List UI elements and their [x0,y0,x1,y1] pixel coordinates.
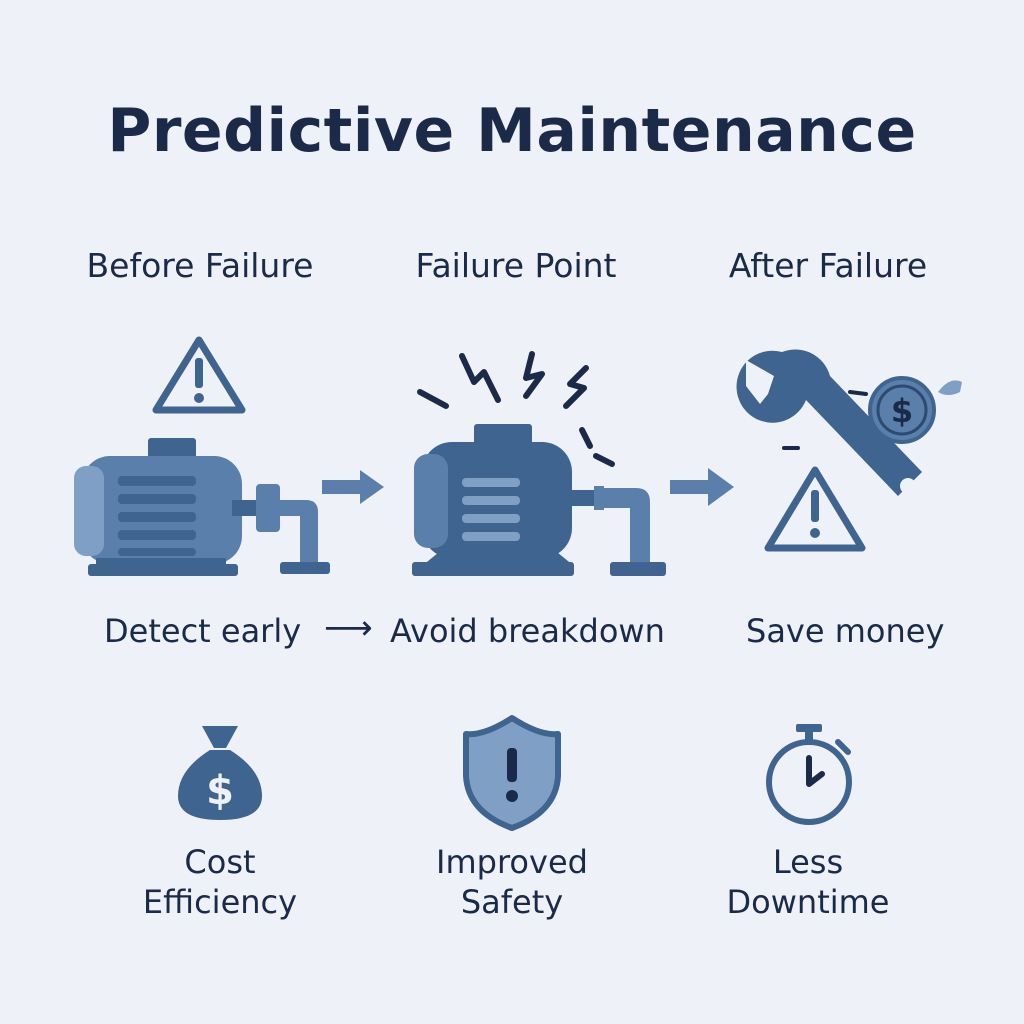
money-bag-icon: $ [178,726,262,820]
stage-label-after-failure: After Failure [728,246,928,285]
benefit-line: Safety [460,883,564,921]
benefit-line: Improved [436,843,588,881]
stage-label-failure-point: Failure Point [415,246,617,285]
wrench-icon [736,349,922,496]
dollar-coin-icon: $ [782,376,962,450]
benefit-line: Efficiency [142,883,298,921]
page-title: Predictive Maintenance [107,96,917,166]
warning-triangle-icon [152,336,246,414]
stage-label-before-failure: Before Failure [86,246,314,285]
arrow-right-icon [670,468,734,506]
warning-triangle-icon [764,466,866,552]
svg-text:$: $ [206,768,234,814]
benefit-line: Less [772,843,844,881]
caption-save-money: Save money [746,612,945,650]
failing-pump-icon [412,424,666,576]
sparks-icon [417,351,615,467]
caption-avoid-breakdown: Avoid breakdown [390,612,665,650]
caption-arrow: ⟶ [324,608,373,648]
benefit-improved-safety: Improved Safety [362,842,662,922]
stopwatch-icon [766,724,852,825]
svg-text:$: $ [891,392,913,430]
arrow-right-icon [322,470,384,504]
benefit-line: Downtime [726,883,890,921]
healthy-pump-icon [74,438,330,576]
shield-icon [463,715,561,831]
benefit-cost-efficiency: Cost Efficiency [70,842,370,922]
caption-detect-early: Detect early [104,612,302,650]
benefit-line: Cost [184,843,256,881]
benefit-less-downtime: Less Downtime [658,842,958,922]
